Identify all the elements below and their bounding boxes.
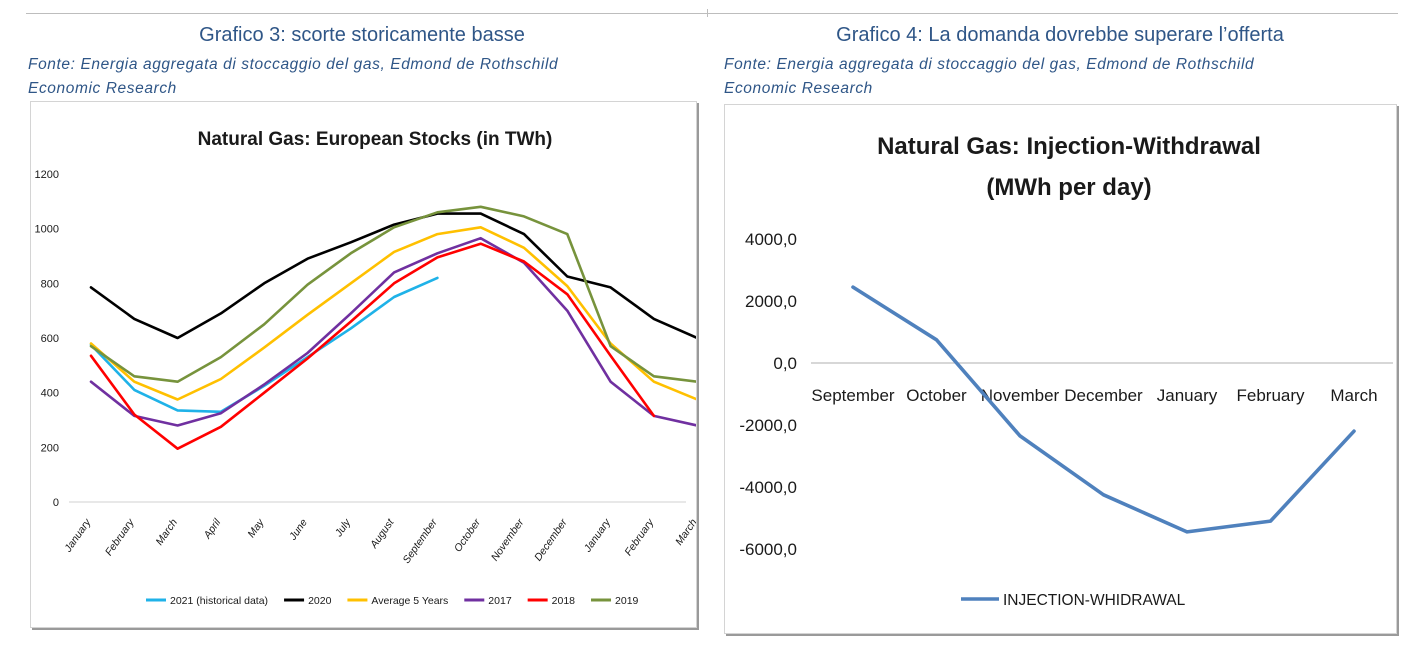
series-line-injection-whidrawal — [851, 285, 1356, 534]
legend-label-2021-historical-data: 2021 (historical data) — [170, 595, 268, 607]
y-tick-label-6000-0: -6000,0 — [739, 540, 797, 559]
x-tick-label-february-1: February — [103, 516, 137, 558]
x-tick-label-september-8: September — [401, 516, 441, 565]
x-tick-label-november-10: November — [489, 516, 527, 563]
x-tick-label-march-6: March — [1330, 386, 1377, 405]
top-rule — [26, 13, 1398, 14]
y-tick-label-4000-0: 4000,0 — [745, 230, 797, 249]
x-tick-label-october-1: October — [906, 386, 967, 405]
x-tick-label-february-5: February — [1236, 386, 1305, 405]
x-tick-label-december-11: December — [532, 516, 570, 563]
stocks-chart: Natural Gas: European Stocks (in TWh) 0 20… — [35, 129, 696, 607]
legend-label-average-5-years: Average 5 Years — [371, 595, 448, 607]
x-tick-label-september-0: September — [811, 386, 894, 405]
y-tick-label-4000-0: -4000,0 — [739, 478, 797, 497]
right-chart-heading: Grafico 4: La domanda dovrebbe superare … — [836, 24, 1284, 46]
x-tick-label-march-2: March — [153, 517, 180, 548]
x-tick-label-january-0: January — [62, 516, 94, 555]
legend-label-2019: 2019 — [615, 595, 639, 607]
series-line-2020 — [89, 212, 696, 340]
x-tick-label-october-9: October — [452, 516, 484, 554]
y-tick-label-600: 600 — [41, 333, 59, 345]
x-tick-label-november-2: November — [981, 386, 1060, 405]
y-tick-label-1200: 1200 — [35, 169, 59, 181]
left-chart-heading: Grafico 3: scorte storicamente basse — [199, 24, 525, 46]
x-tick-label-february-13: February — [622, 516, 656, 558]
right-source-line-2: Economic Research — [724, 80, 873, 97]
injection-chart-subtitle: (MWh per day) — [986, 174, 1151, 201]
x-tick-label-january-4: January — [1157, 386, 1218, 405]
y-tick-label-1000: 1000 — [35, 224, 59, 236]
left-source-line-2: Economic Research — [28, 80, 177, 97]
series-line-2019 — [89, 205, 696, 384]
right-source-line-1: Fonte: Energia aggregata di stoccaggio d… — [724, 56, 1255, 73]
x-tick-label-june-5: June — [286, 517, 310, 543]
legend-label-2017: 2017 — [488, 595, 512, 607]
injection-chart: Natural Gas: Injection-Withdrawal (MWh pe… — [739, 133, 1393, 609]
y-tick-label-200: 200 — [41, 442, 59, 454]
x-tick-label-july-6: July — [332, 516, 354, 540]
right-source-note: Fonte: Energia aggregata di stoccaggio d… — [724, 53, 1400, 101]
y-tick-label-2000-0: 2000,0 — [745, 292, 797, 311]
x-tick-label-december-3: December — [1064, 386, 1143, 405]
x-tick-label-march-14: March — [673, 517, 696, 548]
y-tick-label-2000-0: -2000,0 — [739, 416, 797, 435]
left-source-note: Fonte: Energia aggregata di stoccaggio d… — [28, 53, 700, 101]
y-tick-label-400: 400 — [41, 388, 59, 400]
y-tick-label-0-0: 0,0 — [773, 354, 797, 373]
series-line-average-5-years — [89, 226, 696, 401]
legend-label-2020: 2020 — [308, 595, 332, 607]
x-tick-label-august-7: August — [367, 516, 397, 551]
stocks-chart-frame: Natural Gas: European Stocks (in TWh) 0 20… — [30, 101, 697, 628]
series-line-2018 — [89, 242, 656, 451]
x-tick-label-april-3: April — [201, 516, 224, 541]
left-source-line-1: Fonte: Energia aggregata di stoccaggio d… — [28, 56, 559, 73]
y-tick-label-800: 800 — [41, 278, 59, 290]
injection-chart-frame: Natural Gas: Injection-Withdrawal (MWh pe… — [724, 104, 1397, 634]
x-tick-label-january-12: January — [581, 516, 613, 555]
series-line-2017 — [89, 236, 696, 427]
legend-label-2018: 2018 — [552, 595, 576, 607]
stocks-chart-title: Natural Gas: European Stocks (in TWh) — [198, 129, 553, 150]
legend-label-injection-whidrawal: INJECTION-WHIDRAWAL — [1003, 592, 1186, 609]
x-tick-label-may-4: May — [245, 516, 267, 540]
y-tick-label-0: 0 — [53, 497, 59, 509]
column-divider — [707, 9, 708, 17]
injection-chart-title: Natural Gas: Injection-Withdrawal — [877, 133, 1261, 160]
